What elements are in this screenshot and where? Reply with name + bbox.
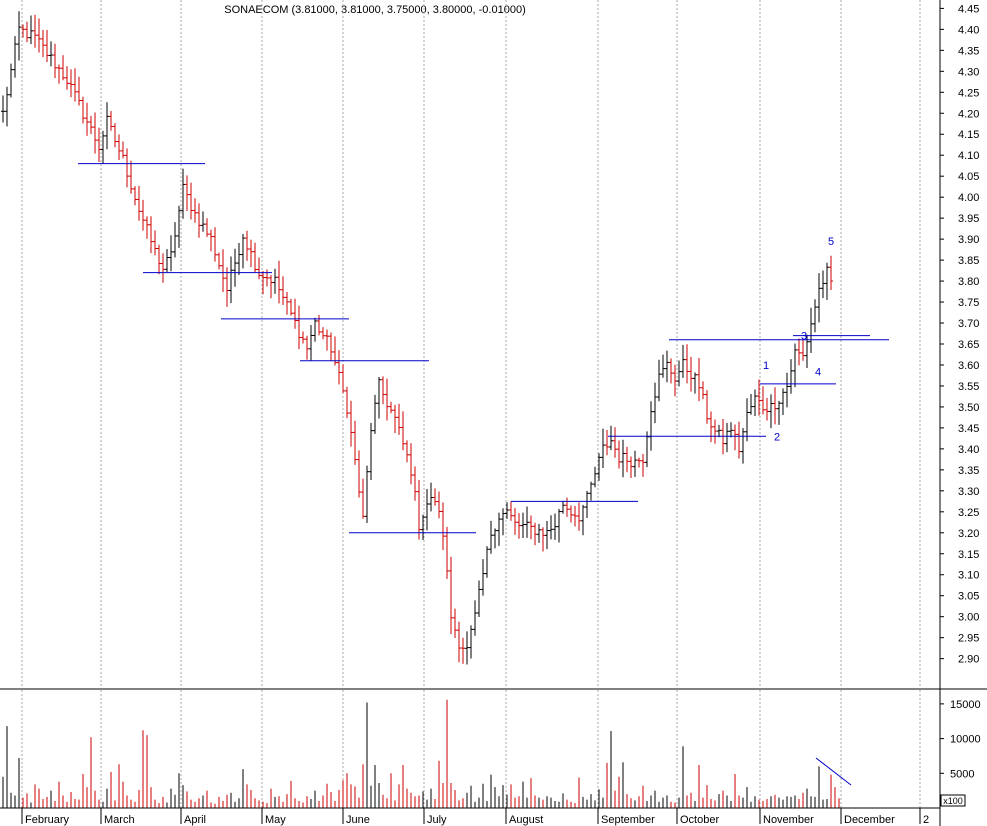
price-tick-label: 3.25 bbox=[958, 507, 979, 519]
price-tick-label: 3.80 bbox=[958, 276, 979, 288]
price-tick-label: 4.05 bbox=[958, 171, 979, 183]
price-tick-label: 4.40 bbox=[958, 24, 979, 36]
price-tick-label: 4.25 bbox=[958, 87, 979, 99]
vertical-grid bbox=[21, 0, 921, 808]
volume-tick-label: 5000 bbox=[950, 768, 974, 780]
price-tick-label: 2.95 bbox=[958, 633, 979, 645]
price-tick-label: 3.70 bbox=[958, 318, 979, 330]
price-tick-label: 3.75 bbox=[958, 297, 979, 309]
wave-label: 2 bbox=[774, 431, 780, 443]
price-tick-label: 4.15 bbox=[958, 129, 979, 141]
month-label: May bbox=[265, 814, 286, 826]
price-tick-label: 4.00 bbox=[958, 192, 979, 204]
month-label: November bbox=[763, 814, 814, 826]
price-tick-label: 3.15 bbox=[958, 549, 979, 561]
trend-lines bbox=[78, 163, 889, 534]
wave-label: 5 bbox=[828, 236, 834, 248]
price-tick-label: 3.55 bbox=[958, 381, 979, 393]
month-label: April bbox=[184, 814, 206, 826]
month-label: March bbox=[104, 814, 135, 826]
price-tick-label: 3.60 bbox=[958, 360, 979, 372]
volume-trend-line bbox=[815, 757, 852, 786]
chart-title: SONAECOM (3.81000, 3.81000, 3.75000, 3.8… bbox=[224, 4, 525, 16]
month-label: September bbox=[601, 814, 655, 826]
wave-labels: 1 2 3 4 5 bbox=[763, 236, 834, 443]
price-tick-label: 3.95 bbox=[958, 213, 979, 225]
price-tick-label: 2.90 bbox=[958, 654, 979, 666]
volume-tick-label: 15000 bbox=[950, 699, 981, 711]
price-tick-label: 4.10 bbox=[958, 150, 979, 162]
month-axis: February March April May June July August Septe… bbox=[21, 808, 929, 826]
month-label: June bbox=[346, 814, 370, 826]
price-tick-label: 3.20 bbox=[958, 528, 979, 540]
price-tick-label: 4.30 bbox=[958, 66, 979, 78]
price-tick-label: 3.10 bbox=[958, 570, 979, 582]
price-tick-label: 3.45 bbox=[958, 423, 979, 435]
price-tick-label: 3.05 bbox=[958, 591, 979, 603]
volume-bars bbox=[2, 699, 852, 808]
month-label: December bbox=[844, 814, 895, 826]
price-tick-label: 4.35 bbox=[958, 45, 979, 57]
price-bars bbox=[1, 11, 833, 665]
month-label: February bbox=[25, 814, 70, 826]
price-tick-label: 4.45 bbox=[958, 3, 979, 15]
price-tick-label: 3.35 bbox=[958, 465, 979, 477]
price-tick-label: 4.20 bbox=[958, 108, 979, 120]
volume-unit-label: x100 bbox=[943, 796, 963, 806]
month-label: July bbox=[427, 814, 447, 826]
price-tick-label: 3.40 bbox=[958, 444, 979, 456]
price-tick-label: 3.85 bbox=[958, 255, 979, 267]
month-label: August bbox=[509, 814, 543, 826]
price-tick-label: 3.90 bbox=[958, 234, 979, 246]
price-axis: 4.45 4.40 4.35 4.30 4.25 4.20 4.15 4.10 4.05 4.00… bbox=[940, 3, 979, 666]
wave-label: 4 bbox=[815, 366, 821, 378]
price-tick-label: 3.30 bbox=[958, 486, 979, 498]
volume-axis: 15000 10000 5000 x100 bbox=[940, 699, 981, 807]
price-tick-label: 3.00 bbox=[958, 612, 979, 624]
price-tick-label: 3.50 bbox=[958, 402, 979, 414]
wave-label: 3 bbox=[801, 331, 807, 343]
price-tick-label: 3.65 bbox=[958, 339, 979, 351]
month-label: 2 bbox=[923, 814, 929, 826]
unit-box bbox=[940, 794, 966, 807]
volume-tick-label: 10000 bbox=[950, 734, 981, 746]
wave-label: 1 bbox=[763, 360, 769, 372]
month-label: October bbox=[680, 814, 719, 826]
